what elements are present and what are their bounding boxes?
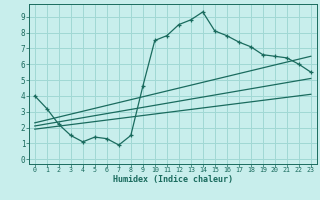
X-axis label: Humidex (Indice chaleur): Humidex (Indice chaleur)	[113, 175, 233, 184]
